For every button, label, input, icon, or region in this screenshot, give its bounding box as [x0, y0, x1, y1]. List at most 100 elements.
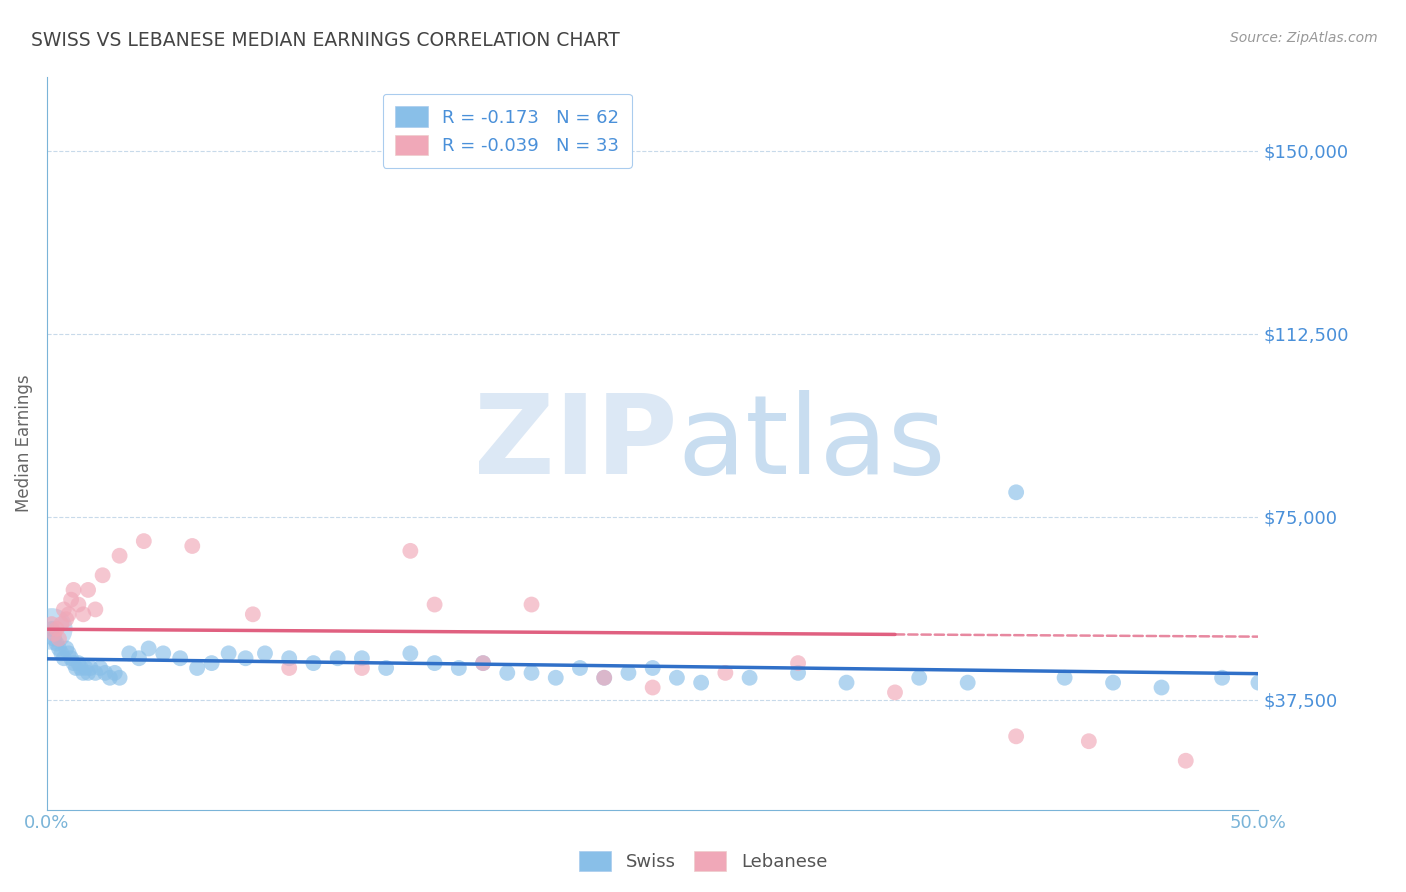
Point [617, 665, 640, 680]
Point [1077, 734, 1099, 748]
Point [714, 665, 737, 680]
Point [45, 622, 67, 636]
Point [423, 598, 446, 612]
Point [128, 651, 150, 665]
Point [201, 656, 224, 670]
Point [58, 607, 80, 622]
Y-axis label: Median Earnings: Median Earnings [15, 375, 32, 512]
Point [1211, 671, 1233, 685]
Point [62, 582, 84, 597]
Point [1102, 675, 1125, 690]
Legend: R = -0.173   N = 62, R = -0.039   N = 33: R = -0.173 N = 62, R = -0.039 N = 33 [382, 94, 631, 168]
Point [89, 661, 111, 675]
Point [569, 661, 592, 675]
Point [108, 671, 131, 685]
Point [326, 651, 349, 665]
Point [58, 646, 80, 660]
Point [1247, 675, 1270, 690]
Point [72, 665, 94, 680]
Point [48, 632, 70, 646]
Point [399, 544, 422, 558]
Point [302, 656, 325, 670]
Point [218, 646, 240, 660]
Point [67, 656, 90, 670]
Point [1005, 729, 1028, 743]
Point [641, 661, 664, 675]
Point [138, 641, 160, 656]
Point [665, 671, 688, 685]
Point [787, 656, 810, 670]
Point [593, 671, 616, 685]
Point [690, 675, 713, 690]
Point [835, 675, 858, 690]
Point [350, 651, 373, 665]
Point [84, 602, 107, 616]
Point [104, 665, 127, 680]
Point [350, 661, 373, 675]
Point [79, 661, 101, 675]
Point [69, 661, 91, 675]
Point [52, 602, 75, 616]
Point [98, 671, 121, 685]
Text: SWISS VS LEBANESE MEDIAN EARNINGS CORRELATION CHART: SWISS VS LEBANESE MEDIAN EARNINGS CORREL… [31, 31, 620, 50]
Text: ZIP: ZIP [474, 390, 676, 497]
Point [641, 681, 664, 695]
Point [65, 661, 87, 675]
Point [1150, 681, 1173, 695]
Point [51, 617, 73, 632]
Point [55, 612, 77, 626]
Point [77, 582, 100, 597]
Point [1005, 485, 1028, 500]
Point [45, 637, 67, 651]
Point [956, 675, 979, 690]
Point [77, 665, 100, 680]
Point [60, 651, 83, 665]
Point [447, 661, 470, 675]
Point [242, 607, 264, 622]
Point [593, 671, 616, 685]
Text: Source: ZipAtlas.com: Source: ZipAtlas.com [1230, 31, 1378, 45]
Point [48, 641, 70, 656]
Point [496, 665, 519, 680]
Point [55, 641, 77, 656]
Point [91, 568, 114, 582]
Point [84, 665, 107, 680]
Point [94, 665, 117, 680]
Point [41, 617, 63, 632]
Point [118, 646, 141, 660]
Point [72, 607, 94, 622]
Point [423, 656, 446, 670]
Point [235, 651, 257, 665]
Point [520, 598, 543, 612]
Point [544, 671, 567, 685]
Point [52, 651, 75, 665]
Point [67, 598, 90, 612]
Point [132, 534, 155, 549]
Point [738, 671, 761, 685]
Point [108, 549, 131, 563]
Point [253, 646, 276, 660]
Point [75, 661, 97, 675]
Legend: Swiss, Lebanese: Swiss, Lebanese [572, 844, 834, 879]
Point [278, 661, 301, 675]
Point [1053, 671, 1076, 685]
Point [278, 651, 301, 665]
Point [787, 665, 810, 680]
Point [472, 656, 495, 670]
Point [44, 627, 66, 641]
Point [186, 661, 208, 675]
Point [41, 622, 63, 636]
Point [181, 539, 204, 553]
Point [884, 685, 907, 699]
Point [908, 671, 931, 685]
Point [399, 646, 422, 660]
Point [169, 651, 191, 665]
Point [60, 592, 83, 607]
Text: atlas: atlas [676, 390, 945, 497]
Point [51, 646, 73, 660]
Point [520, 665, 543, 680]
Point [1174, 754, 1197, 768]
Point [152, 646, 174, 660]
Point [44, 632, 66, 646]
Point [41, 622, 63, 636]
